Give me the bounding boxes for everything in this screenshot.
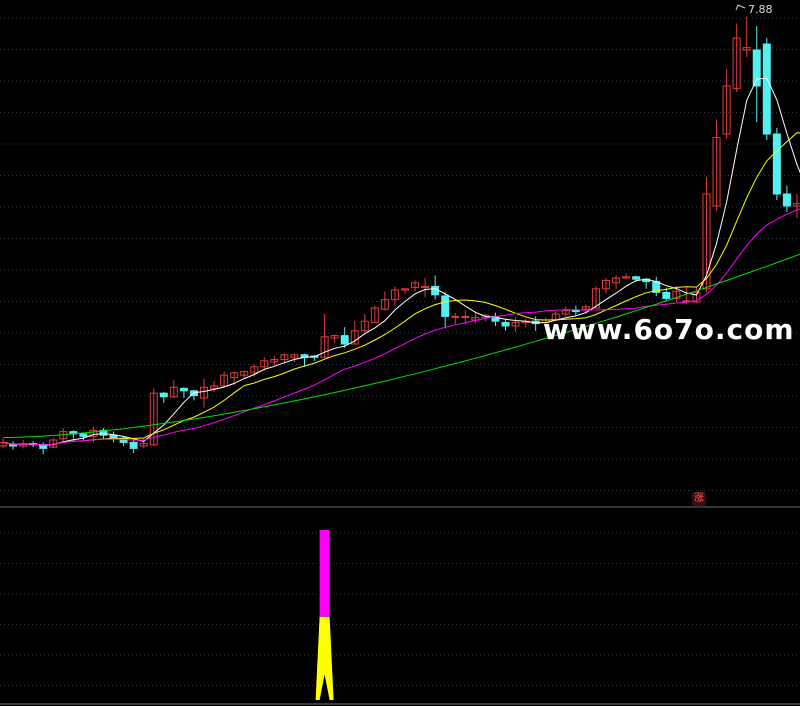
down-candle xyxy=(782,193,791,207)
down-candle xyxy=(662,291,671,299)
up-candle xyxy=(742,47,751,51)
down-candle xyxy=(571,309,580,313)
up-candle xyxy=(511,321,520,327)
down-candle xyxy=(9,444,18,447)
down-candle xyxy=(159,392,168,398)
indicator-grid xyxy=(0,532,800,686)
up-candle xyxy=(350,330,359,345)
up-candle xyxy=(561,309,570,315)
up-candle xyxy=(169,386,178,398)
down-candle xyxy=(772,133,781,195)
up-candle xyxy=(260,360,269,368)
up-candle xyxy=(89,429,98,437)
signal-bar-upper xyxy=(319,530,330,617)
ma20-line xyxy=(2,208,800,446)
up-candle xyxy=(240,371,249,376)
up-candle xyxy=(210,385,219,389)
up-candle xyxy=(230,372,239,379)
down-candle xyxy=(119,438,128,443)
up-candle xyxy=(270,359,279,363)
up-candle xyxy=(461,315,470,318)
up-candle xyxy=(591,288,600,309)
up-candle xyxy=(390,289,399,301)
ma5-line xyxy=(2,77,800,446)
moving-average-lines xyxy=(2,77,800,446)
signal-bar-notch xyxy=(319,674,330,700)
up-candle xyxy=(702,193,711,290)
up-candle xyxy=(612,277,621,284)
down-candle xyxy=(431,285,440,296)
down-candle xyxy=(79,433,88,437)
peak-price-label: 7.88 xyxy=(748,3,773,16)
down-candle xyxy=(762,43,771,135)
down-candle xyxy=(752,49,761,87)
down-candle xyxy=(179,387,188,392)
site-watermark: www.6o7o.com xyxy=(543,313,795,346)
up-candle xyxy=(451,315,460,318)
up-candle xyxy=(139,443,148,447)
up-candle xyxy=(290,354,299,358)
up-candle xyxy=(200,386,208,399)
price-grid xyxy=(0,17,800,491)
up-candle xyxy=(471,317,480,321)
up-candle xyxy=(220,374,229,387)
down-candle xyxy=(129,441,138,449)
up-candle xyxy=(622,276,631,279)
down-candle xyxy=(340,335,349,345)
down-candle xyxy=(109,434,118,439)
up-candle xyxy=(370,307,379,323)
down-candle xyxy=(632,276,641,280)
signal-indicator xyxy=(315,530,334,700)
up-candle xyxy=(149,392,158,446)
down-candle xyxy=(441,295,450,317)
up-candle xyxy=(380,299,389,310)
signal-bar-lower xyxy=(315,616,334,700)
up-candle xyxy=(411,282,420,289)
up-candle xyxy=(672,290,681,299)
peak-marker xyxy=(735,4,746,11)
up-candle xyxy=(250,366,259,374)
candlestick-series xyxy=(0,16,800,455)
down-candle xyxy=(501,321,510,327)
up-candle xyxy=(421,285,430,289)
up-candle xyxy=(330,335,339,339)
up-candle xyxy=(581,306,590,310)
rise-badge: 涨 xyxy=(692,492,706,506)
up-candle xyxy=(732,37,741,89)
up-candle xyxy=(280,354,289,361)
up-candle xyxy=(792,203,800,207)
up-candle xyxy=(722,85,731,135)
up-candle xyxy=(712,137,721,207)
up-candle xyxy=(320,336,329,358)
up-candle xyxy=(401,288,409,291)
up-candle xyxy=(602,279,610,290)
up-candle xyxy=(360,320,369,332)
ma10-line xyxy=(2,132,800,446)
up-candle xyxy=(692,291,701,303)
ma60-line xyxy=(2,253,800,439)
